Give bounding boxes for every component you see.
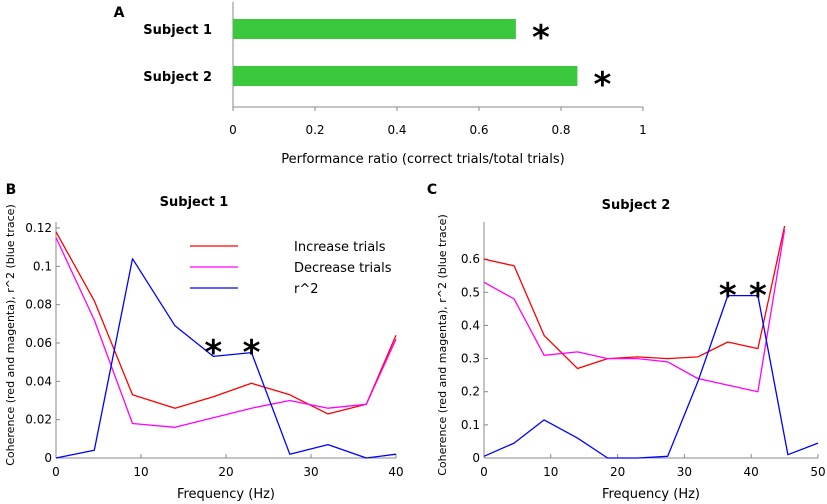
panel-b-line-chart: B Subject 1 0 10 20 30 40 0 0.02 0.04 0.06 0.08 0.1 0…: [4, 182, 404, 502]
y-tick-label: 0: [472, 451, 480, 465]
x-axis-label: Frequency (Hz): [602, 487, 700, 502]
x-tick-label: 20: [610, 465, 625, 479]
x-tick-label: 0.6: [469, 123, 488, 137]
y-tick-label: 0: [44, 451, 52, 465]
significance-star: *: [204, 333, 222, 373]
series-line-1: [55, 237, 397, 428]
bar: [233, 66, 578, 86]
x-tick-label: 0.4: [387, 123, 406, 137]
panel-letter: C: [427, 182, 437, 198]
series-line-0: [55, 231, 397, 415]
y-tick-label: 0.06: [25, 336, 52, 350]
chart-title: Subject 2: [602, 198, 671, 213]
y-axis-label: Coherence (red and magenta), r^2 (blue t…: [4, 204, 17, 466]
significance-star: *: [243, 333, 261, 373]
x-tick-label: 30: [303, 465, 318, 479]
y-tick-label: 0.2: [461, 385, 480, 399]
x-tick-label: 20: [218, 465, 233, 479]
panel-c-line-chart: C Subject 2 0 10 20 30 40 50 0 0.1 0.2 0.3 0.4 0.5 0.6…: [427, 182, 826, 502]
panel-letter: B: [6, 182, 17, 198]
y-tick-label: 0.1: [33, 259, 52, 273]
x-tick-label: 1: [639, 123, 647, 137]
x-tick-label: 0.2: [305, 123, 324, 137]
significance-star: *: [532, 18, 550, 58]
legend-label: r^2: [294, 282, 319, 297]
y-tick-label: 0.12: [25, 221, 52, 235]
x-axis-label: Frequency (Hz): [177, 487, 275, 502]
panel-letter: A: [114, 5, 125, 21]
y-tick-label: 0.02: [25, 413, 52, 427]
y-tick-label: 0.08: [25, 298, 52, 312]
x-tick-label: 0: [480, 465, 488, 479]
y-tick-label: 0.5: [461, 285, 480, 299]
panel-a-bar-chart: A 0 0.2 0.4 0.6 0.8 1 Subject 1 * Subject 2 * Perfo…: [114, 2, 647, 167]
x-axis-label: Performance ratio (correct trials/total …: [281, 152, 564, 167]
x-tick-label: 10: [543, 465, 558, 479]
y-tick-label: 0.6: [461, 252, 480, 266]
y-tick-label: 0.3: [461, 352, 480, 366]
x-tick-label: 0: [229, 123, 237, 137]
category-label: Subject 1: [143, 23, 212, 38]
series-line-0: [483, 225, 786, 370]
y-tick-label: 0.04: [25, 374, 52, 388]
x-tick-label: 0: [52, 465, 60, 479]
significance-star: *: [594, 65, 612, 105]
significance-star: *: [719, 276, 737, 316]
x-tick-label: 0.8: [551, 123, 570, 137]
significance-star: *: [749, 276, 767, 316]
category-label: Subject 2: [143, 70, 212, 85]
series-line-2: [483, 294, 819, 459]
legend-label: Decrease trials: [294, 261, 392, 276]
x-tick-label: 40: [744, 465, 759, 479]
series-line-2: [55, 258, 397, 459]
x-tick-label: 10: [133, 465, 148, 479]
bar: [233, 19, 516, 39]
series-line-1: [483, 229, 786, 393]
y-axis-label: Coherence (red and magenta), r^2 (blue t…: [436, 214, 449, 476]
x-tick-label: 30: [677, 465, 692, 479]
y-tick-label: 0.4: [461, 318, 480, 332]
x-tick-label: 50: [810, 465, 825, 479]
legend-label: Increase trials: [294, 240, 386, 255]
y-tick-label: 0.1: [461, 418, 480, 432]
chart-title: Subject 1: [160, 195, 229, 210]
x-tick-label: 40: [388, 465, 403, 479]
